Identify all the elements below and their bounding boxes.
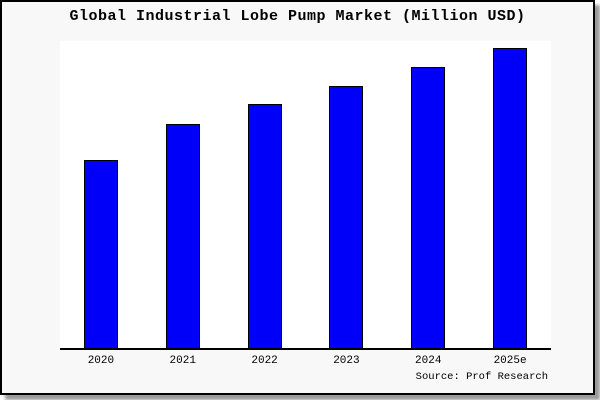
- x-tick-label-2024: 2024: [415, 355, 442, 367]
- source-note: Source: Prof Research: [415, 371, 548, 383]
- chart-frame: Global Industrial Lobe Pump Market (Mill…: [0, 0, 595, 395]
- bar-2022: [247, 104, 282, 348]
- x-tick-label-2020: 2020: [87, 355, 115, 367]
- x-tick-label-2023: 2023: [333, 355, 360, 367]
- plot-area: [60, 41, 551, 350]
- bar-2023: [329, 86, 364, 348]
- x-tick-label-2021: 2021: [169, 355, 196, 367]
- bar-2025e: [493, 48, 528, 348]
- chart-title: Global Industrial Lobe Pump Market (Mill…: [69, 8, 526, 25]
- bar-2021: [165, 124, 200, 348]
- bar-2024: [411, 67, 446, 348]
- x-tick-label-2025e: 2025e: [493, 355, 527, 367]
- bar-2020: [83, 160, 118, 348]
- x-tick-label-2022: 2022: [251, 355, 278, 367]
